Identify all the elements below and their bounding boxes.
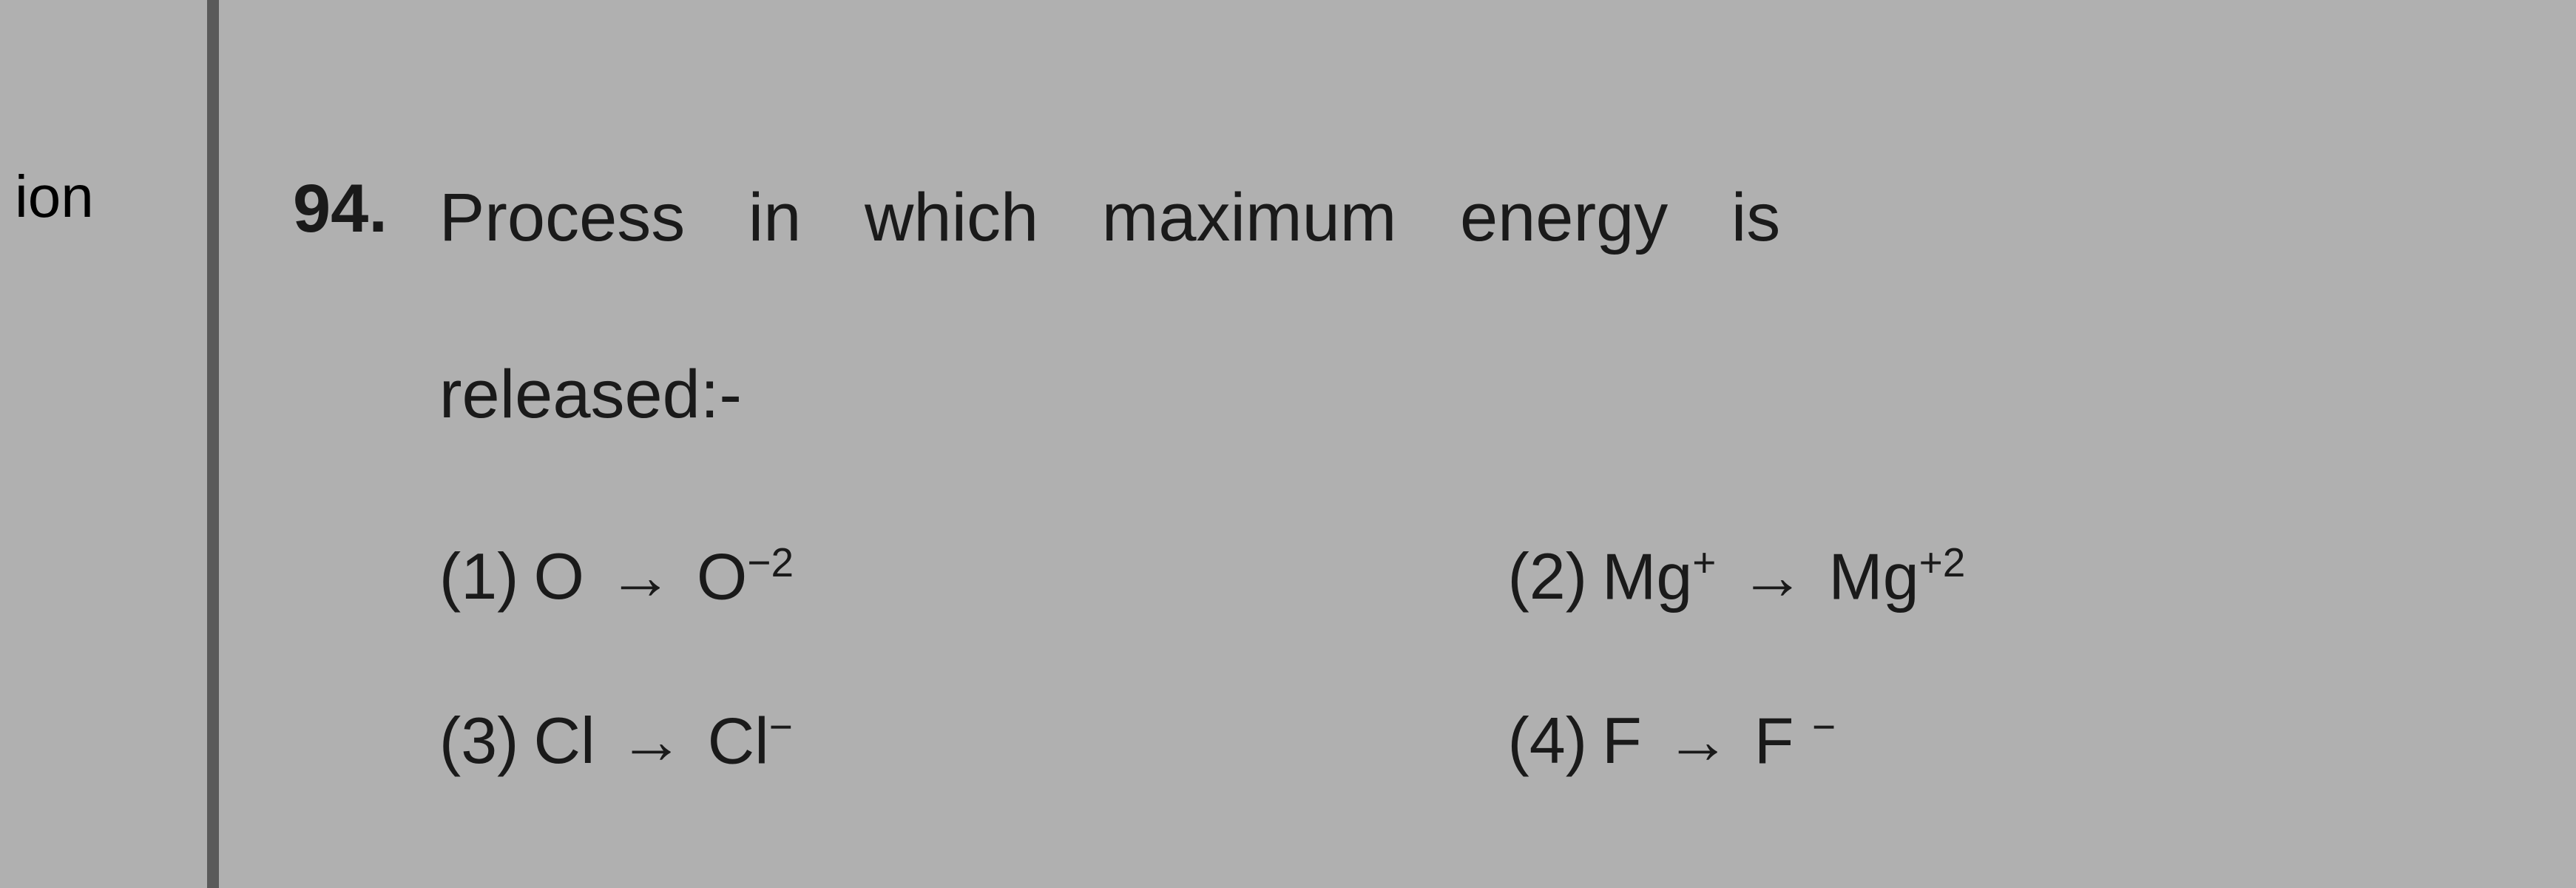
- vertical-divider: [207, 0, 219, 888]
- option-4: (4) F → F −: [1507, 703, 2502, 778]
- margin-label: ion: [15, 163, 94, 231]
- arrow-icon: →: [1740, 539, 1805, 614]
- arrow-icon: →: [608, 539, 673, 614]
- content-area: 94. Process in which maximum energy is r…: [219, 0, 2576, 888]
- option-product: Mg+2: [1828, 539, 1965, 614]
- left-margin: ion: [0, 0, 207, 888]
- question-body: Process in which maximum energy is relea…: [439, 170, 2502, 778]
- options-grid: (1) O → O−2 (2) Mg+ → Mg+2 (3) Cl → Cl−: [439, 539, 2502, 779]
- option-reactant: Mg+: [1602, 539, 1716, 614]
- option-number: (3): [439, 703, 519, 778]
- question-text-line1: Process in which maximum energy is: [439, 170, 2502, 266]
- option-product: O−2: [697, 539, 794, 614]
- option-product: F −: [1754, 703, 1836, 778]
- option-product: Cl−: [708, 703, 793, 778]
- arrow-icon: →: [1666, 703, 1731, 778]
- option-reactant: O: [533, 539, 584, 614]
- option-reactant: Cl: [533, 703, 595, 778]
- question-row: 94. Process in which maximum energy is r…: [293, 170, 2502, 778]
- option-2: (2) Mg+ → Mg+2: [1507, 539, 2502, 614]
- question-text-line2: released:-: [439, 347, 2502, 443]
- option-3: (3) Cl → Cl−: [439, 703, 1434, 778]
- option-number: (2): [1507, 539, 1587, 614]
- question-number: 94.: [293, 170, 388, 248]
- page-container: ion 94. Process in which maximum energy …: [0, 0, 2576, 888]
- option-number: (4): [1507, 703, 1587, 778]
- arrow-icon: →: [619, 703, 684, 778]
- option-1: (1) O → O−2: [439, 539, 1434, 614]
- option-reactant: F: [1602, 703, 1642, 778]
- option-number: (1): [439, 539, 519, 614]
